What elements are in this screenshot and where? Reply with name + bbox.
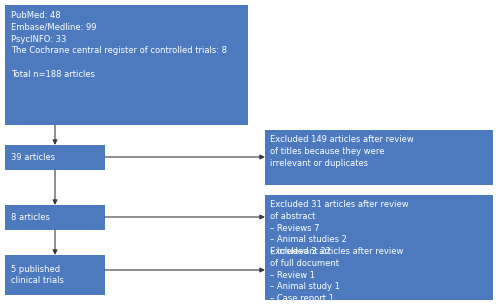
FancyBboxPatch shape	[265, 130, 493, 185]
FancyBboxPatch shape	[5, 205, 105, 230]
Text: 5 published
clinical trials: 5 published clinical trials	[11, 264, 64, 285]
Text: 39 articles: 39 articles	[11, 153, 55, 162]
FancyBboxPatch shape	[5, 255, 105, 295]
Text: Excluded 149 articles after review
of titles because they were
irrelevant or dup: Excluded 149 articles after review of ti…	[270, 135, 414, 168]
Text: Excluded 3 articles after review
of full document
– Review 1
– Animal study 1
– : Excluded 3 articles after review of full…	[270, 247, 404, 303]
FancyBboxPatch shape	[5, 145, 105, 170]
Text: Excluded 31 articles after review
of abstract
– Reviews 7
– Animal studies 2
– I: Excluded 31 articles after review of abs…	[270, 200, 408, 256]
Text: 8 articles: 8 articles	[11, 213, 50, 222]
FancyBboxPatch shape	[5, 5, 248, 125]
FancyBboxPatch shape	[265, 195, 493, 268]
FancyBboxPatch shape	[265, 242, 493, 300]
Text: PubMed: 48
Embase/Medline: 99
PsycINFO: 33
The Cochrane central register of cont: PubMed: 48 Embase/Medline: 99 PsycINFO: …	[11, 11, 227, 79]
